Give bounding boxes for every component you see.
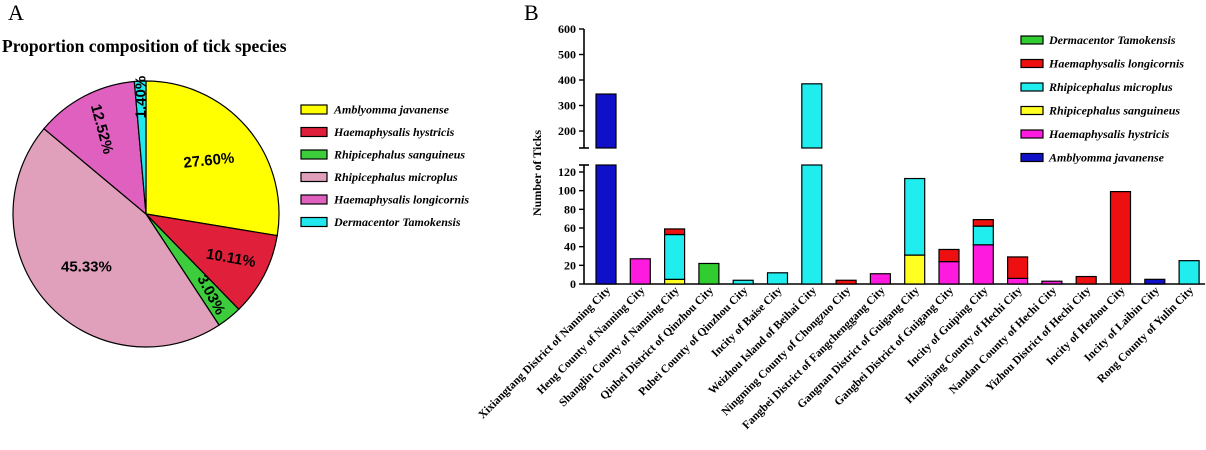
pie-legend-label: Amblyomma javanense [333,103,450,117]
bar-segment [698,262,720,285]
x-category-label: Gangnan District of Guigang City [795,284,922,411]
pie-legend-label: Haemaphysalis longicornis [333,193,469,207]
pie-slice [144,213,278,311]
bar-segment [595,164,617,285]
y-tick-label: 0 [570,277,576,291]
panel-letter-b: B [524,0,539,25]
pie-slice [43,80,147,216]
pie-slice-label: 1.40% [132,76,149,119]
bar-segment [663,278,686,285]
pie-slice [133,80,147,215]
y-tick-label: 500 [558,48,576,62]
bar-segment [835,279,857,285]
pie-slice [145,80,280,237]
y-tick-label: 400 [558,73,576,87]
bar-segment [732,279,754,285]
bar-segment [595,93,617,149]
bar-segment [904,254,926,285]
bar-segment [801,83,823,149]
bar-segment [972,244,994,285]
y-tick-label: 100 [558,184,576,198]
bar-legend-label: Rhipicephalus microplus [1048,80,1173,94]
pie-legend-label: Dermacentor Tamokensis [333,215,461,229]
y-tick-label: 200 [558,124,576,138]
bar-legend-label: Rhipicephalus sanguineus [1048,104,1180,118]
pie-legend-label: Rhipicephalus microplus [333,170,458,184]
bar-segment [663,228,686,236]
bar-segment [766,272,789,285]
bar-legend-label: Haemaphysalis longicornis [1048,57,1184,71]
bar-segment [1144,278,1166,285]
bar-segment [629,258,651,285]
y-tick-label: 300 [558,99,576,113]
bar-segment [972,225,994,246]
y-tick-label: 40 [564,240,576,254]
bar-legend-swatch [1020,82,1044,92]
bar-segment [1075,275,1097,285]
pie-legend-swatch [300,216,328,228]
bar-segment [1178,260,1200,285]
bar-segment [1041,280,1063,285]
x-category-label: Xixiangtang District of Nanning City [476,284,613,421]
pie-slice-label: 27.60% [183,150,235,172]
bar-segment [1006,277,1029,285]
y-axis-title: Number of Ticks [530,130,544,216]
bar-legend-label: Haemaphysalis hystricis [1048,127,1170,141]
bar-segment [938,261,960,285]
y-tick-label: 20 [564,258,576,272]
pie-legend-label: Rhipicephalus sanguineus [333,148,465,162]
bar-legend-label: Amblyomma javanense [1048,151,1165,165]
pie-legend-swatch [300,149,328,160]
bar-segment [938,248,960,263]
y-tick-label: 80 [564,202,576,216]
bar-legend-swatch [1020,105,1044,116]
pie-legend-label: Haemaphysalis hystricis [333,125,455,139]
bar-segment [801,164,823,285]
y-tick-label: 120 [558,165,576,179]
bar-legend-swatch [1020,129,1044,139]
panel-letter-a: A [8,0,24,25]
pie-slice-label: 45.33% [61,259,112,276]
pie-chart: 27.60%10.11%3.03%45.33%12.52%1.40% Amblyo… [12,76,469,348]
pie-legend-swatch [300,194,328,205]
pie-chart-title: Proportion composition of tick species [2,36,287,56]
bar-segment [1109,191,1132,285]
bar-legend-swatch [1020,58,1044,69]
bar-legend-label: Dermacentor Tamokensis [1048,33,1176,47]
y-tick-label: 600 [558,22,576,36]
bar-segment [1006,256,1029,279]
bar-segment [869,273,892,285]
pie-legend-swatch [300,171,328,183]
bar-segment [972,219,994,227]
pie-legend-swatch [300,126,328,138]
bar-legend-swatch [1020,35,1044,45]
bar-segment [663,233,686,280]
y-tick-label: 60 [564,221,576,235]
pie-slice [12,127,220,348]
pie-legend-swatch [300,104,328,115]
bar-segment [904,177,926,256]
bar-legend-swatch [1020,152,1044,163]
